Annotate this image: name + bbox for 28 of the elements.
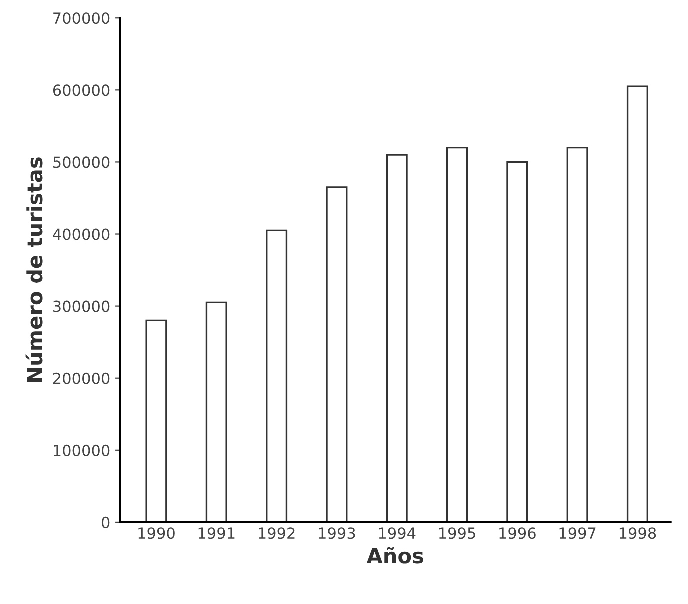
bar — [326, 186, 348, 522]
x-tick-label: 1991 — [198, 528, 235, 540]
y-tick-label: 600000 — [53, 84, 110, 96]
y-tick-label: 700000 — [54, 12, 110, 24]
y-tick-label: 0 — [102, 516, 110, 528]
x-axis-title: Años — [366, 547, 424, 564]
x-tick-label: 1998 — [620, 528, 656, 540]
y-tick-label: 500000 — [54, 156, 110, 168]
bar — [446, 146, 468, 522]
bar — [146, 320, 168, 522]
x-tick-label: 1990 — [138, 528, 175, 540]
bar — [506, 161, 528, 522]
bar — [386, 154, 408, 522]
bar — [566, 146, 588, 522]
x-tick-label: 1992 — [259, 528, 295, 540]
x-tick-label: 1997 — [560, 528, 596, 540]
y-tick-label: 100000 — [54, 444, 110, 456]
x-tick-label: 1996 — [500, 528, 536, 540]
x-tick-label: 1995 — [439, 528, 476, 540]
y-tick-label: 400000 — [53, 228, 110, 240]
x-tick-label: 1993 — [319, 528, 356, 540]
x-tick-label: 1994 — [379, 528, 416, 540]
bar — [266, 230, 288, 522]
y-tick-label: 300000 — [54, 300, 110, 312]
y-tick-label: 200000 — [53, 372, 110, 384]
bar — [626, 86, 648, 522]
bar — [206, 302, 228, 522]
y-axis-title: Número de turistas — [26, 158, 43, 382]
